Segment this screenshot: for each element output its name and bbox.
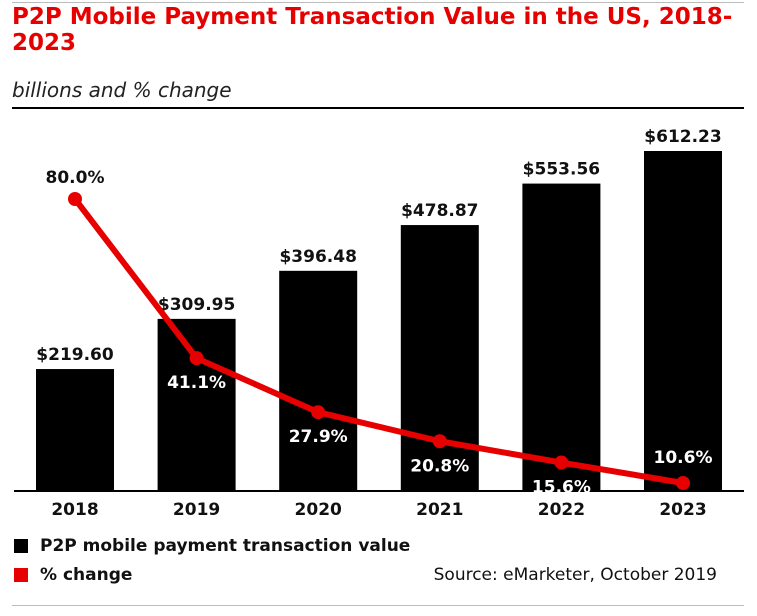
legend-label-change: % change: [40, 565, 133, 585]
pct-label-2020: 27.9%: [289, 427, 348, 447]
x-tick-labels: 2018 2019 2020 2021 2022 2023: [51, 500, 706, 520]
pct-change-polyline: [72, 196, 686, 486]
pct-point-2018: [68, 192, 82, 206]
x-tick-2018: 2018: [51, 500, 98, 520]
bar-label-2018: $219.60: [36, 345, 114, 365]
bars-group: [36, 151, 722, 492]
chart-area: 2018 2019 2020 2021 2022 2023 $219.60$309.95$…: [14, 127, 744, 520]
bar-2018: [36, 369, 114, 491]
pct-label-2023: 10.6%: [654, 448, 713, 468]
x-tick-2019: 2019: [173, 500, 220, 520]
pct-label-2019: 41.1%: [167, 373, 226, 393]
top-rule: [12, 2, 744, 3]
pct-point-2020: [311, 405, 326, 420]
pct-point-2021: [432, 434, 447, 449]
pct-label-2022: 15.6%: [532, 478, 591, 498]
bar-2021: [400, 225, 479, 492]
legend-item-change: % change: [14, 565, 132, 585]
bar-label-2021: $478.87: [401, 201, 478, 221]
bar-2023: [644, 151, 722, 491]
header-rule: [12, 107, 744, 109]
x-tick-2022: 2022: [538, 500, 585, 520]
bar-label-2022: $553.56: [523, 160, 600, 180]
pct-change-line: [68, 192, 690, 490]
bottom-rule: [12, 605, 744, 606]
bar-2022: [522, 183, 601, 491]
x-tick-2023: 2023: [659, 500, 706, 520]
x-tick-2021: 2021: [416, 500, 463, 520]
bar-label-2020: $396.48: [279, 247, 356, 267]
bar-2020: [279, 270, 358, 491]
legend-item-value: P2P mobile payment transaction value: [14, 536, 410, 556]
pct-point-2022: [554, 455, 569, 470]
bar-value-labels: $219.60 $309.95 $396.48 $478.87 $553.56 $612.…: [36, 127, 721, 365]
legend-swatch-bar: [14, 539, 28, 553]
bar-2019: [157, 318, 236, 491]
chart-subtitle: billions and % change: [12, 78, 232, 102]
x-tick-2020: 2020: [295, 500, 342, 520]
pct-label-2018: 80.0%: [46, 168, 105, 188]
chart-title: P2P Mobile Payment Transaction Value in …: [12, 4, 733, 56]
bar-label-2023: $612.23: [644, 127, 721, 147]
pct-point-2019: [189, 351, 204, 366]
pct-point-2023: [676, 476, 690, 490]
pct-label-2021: 20.8%: [410, 456, 469, 476]
source-note: Source: eMarketer, October 2019: [433, 565, 717, 585]
pct-change-labels: 80.0% 41.1% 27.9% 20.8% 15.6% 10.6%: [46, 168, 713, 498]
legend-swatch-line: [14, 568, 28, 582]
bar-label-2019: $309.95: [158, 295, 235, 315]
legend-label-value: P2P mobile payment transaction value: [40, 536, 411, 556]
